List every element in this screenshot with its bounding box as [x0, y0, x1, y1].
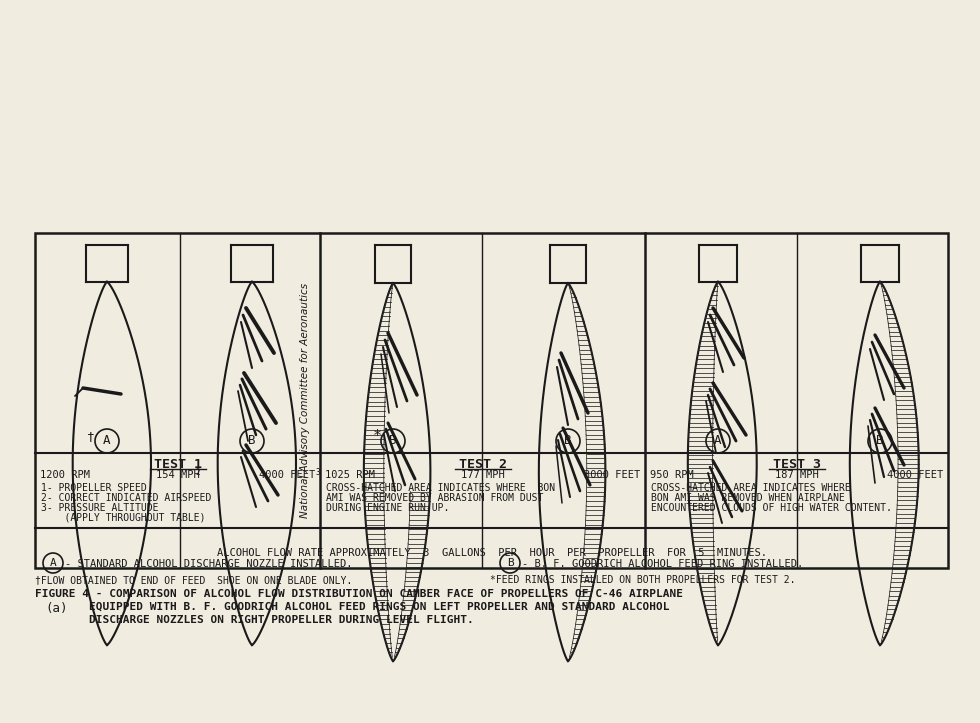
Text: *: *: [372, 429, 381, 445]
Text: B: B: [564, 435, 571, 448]
Text: CROSS-HATCHED AREA INDICATES WHERE: CROSS-HATCHED AREA INDICATES WHERE: [651, 483, 851, 493]
Text: A: A: [103, 435, 111, 448]
Bar: [35, 233, 948, 568]
Text: 3- PRESSURE ALTITUDE: 3- PRESSURE ALTITUDE: [41, 503, 159, 513]
Text: *FEED RINGS INSTALLED ON BOTH PROPELLERS FOR TEST 2.: *FEED RINGS INSTALLED ON BOTH PROPELLERS…: [490, 575, 796, 585]
Text: TEST 1: TEST 1: [154, 458, 202, 471]
Text: ENCOUNTERED CLOUDS OF HIGH WATER CONTENT.: ENCOUNTERED CLOUDS OF HIGH WATER CONTENT…: [651, 503, 892, 513]
Text: 950 RPM: 950 RPM: [650, 470, 694, 480]
Text: TEST 2: TEST 2: [459, 458, 507, 471]
Text: B: B: [876, 435, 884, 448]
Text: ALCOHOL FLOW RATE APPROXIMATELY  3  GALLONS  PER  HOUR  PER  PROPELLER  FOR  5  : ALCOHOL FLOW RATE APPROXIMATELY 3 GALLON…: [217, 548, 766, 558]
Text: CROSS-HATCHED AREA INDICATES WHERE  BON: CROSS-HATCHED AREA INDICATES WHERE BON: [326, 483, 555, 493]
Text: 3: 3: [315, 468, 319, 477]
Text: A: A: [50, 558, 57, 568]
Text: TEST 3: TEST 3: [772, 458, 820, 471]
Text: B: B: [389, 435, 397, 448]
Text: - B. F. GOODRICH ALCOHOL FEED RING INSTALLED.: - B. F. GOODRICH ALCOHOL FEED RING INSTA…: [522, 559, 804, 569]
Text: 2: 2: [195, 468, 200, 477]
Text: EQUIPPED WITH B. F. GOODRICH ALCOHOL FEED RINGS ON LEFT PROPELLER AND STANDARD A: EQUIPPED WITH B. F. GOODRICH ALCOHOL FEE…: [35, 602, 669, 612]
Text: DISCHARGE NOZZLES ON RIGHT PROPELLER DURING LEVEL FLIGHT.: DISCHARGE NOZZLES ON RIGHT PROPELLER DUR…: [35, 615, 473, 625]
Text: 1- PROPELLER SPEED: 1- PROPELLER SPEED: [41, 483, 147, 493]
Text: (APPLY THROUGHOUT TABLE): (APPLY THROUGHOUT TABLE): [41, 513, 206, 523]
Text: FIGURE 4 - COMPARISON OF ALCOHOL FLOW DISTRIBUTION ON CAMBER FACE OF PROPELLERS : FIGURE 4 - COMPARISON OF ALCOHOL FLOW DI…: [35, 589, 683, 599]
Text: B: B: [248, 435, 256, 448]
Text: National Advisory Committee for Aeronautics: National Advisory Committee for Aeronaut…: [300, 283, 310, 518]
Text: 187 MPH: 187 MPH: [774, 470, 818, 480]
Text: 4000 FEET: 4000 FEET: [259, 470, 315, 480]
Text: 1200 RPM: 1200 RPM: [40, 470, 90, 480]
Text: A: A: [714, 435, 721, 448]
Text: 177 MPH: 177 MPH: [461, 470, 505, 480]
Text: AMI WAS REMOVED BY ABRASION FROM DUST: AMI WAS REMOVED BY ABRASION FROM DUST: [326, 493, 543, 503]
Text: 3000 FEET: 3000 FEET: [584, 470, 640, 480]
Text: 2- CORRECT INDICATED AIRSPEED: 2- CORRECT INDICATED AIRSPEED: [41, 493, 212, 503]
Text: †: †: [87, 430, 95, 443]
Text: 1025 RPM: 1025 RPM: [325, 470, 375, 480]
Text: - STANDARD ALCOHOL DISCHARGE NOZZLE INSTALLED.: - STANDARD ALCOHOL DISCHARGE NOZZLE INST…: [65, 559, 353, 569]
Text: BON AMI WAS REMOVED WHEN AIRPLANE: BON AMI WAS REMOVED WHEN AIRPLANE: [651, 493, 845, 503]
Text: (a): (a): [46, 602, 69, 615]
Text: B: B: [507, 558, 514, 568]
Text: DURING ENGINE RUN-UP.: DURING ENGINE RUN-UP.: [326, 503, 450, 513]
Text: 154 MPH: 154 MPH: [156, 470, 199, 480]
Text: 4000 FEET: 4000 FEET: [887, 470, 943, 480]
Text: †FLOW OBTAINED TO END OF FEED  SHOE ON ONE BLADE ONLY.: †FLOW OBTAINED TO END OF FEED SHOE ON ON…: [35, 575, 352, 585]
